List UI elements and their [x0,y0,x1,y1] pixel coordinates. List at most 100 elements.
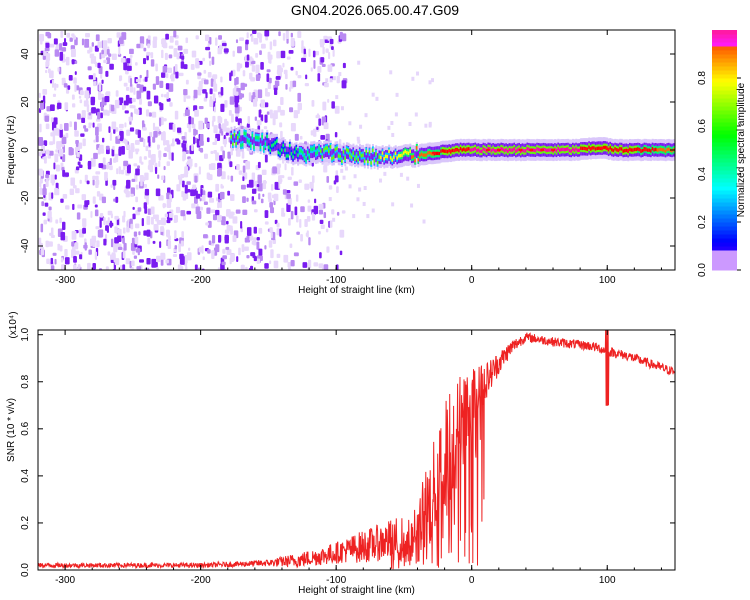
heatmap-cell [259,50,262,56]
heatmap-cell [83,125,87,129]
heatmap-cell [146,69,149,79]
heatmap-cell [299,135,303,140]
heatmap-cell [318,231,321,235]
heatmap-cell [161,72,166,78]
heatmap-cell [288,49,294,54]
heatmap-cell [270,207,275,214]
heatmap-cell [287,262,291,268]
heatmap-cell [410,155,413,159]
heatmap-cell [230,135,233,139]
heatmap-cell [257,176,261,180]
heatmap-cell [287,197,292,205]
heatmap-cell [286,193,291,199]
heatmap-cell [323,264,329,270]
heatmap-cell [251,133,254,138]
heatmap-cell [242,209,248,215]
heatmap-cell [294,133,299,141]
heatmap-cell [289,143,292,148]
heatmap-cell [73,60,78,64]
heatmap-cell [164,52,168,61]
heatmap-cell [142,127,147,131]
heatmap-cell [315,151,318,156]
heatmap-cell [92,179,95,186]
heatmap-cell [43,183,46,192]
heatmap-cell [297,31,302,39]
heatmap-cell [274,219,278,225]
heatmap-cell [409,149,412,153]
heatmap-cell [209,198,214,203]
heatmap-cell [161,175,165,181]
heatmap-cell [64,102,69,111]
heatmap-cell [139,36,145,45]
heatmap-cell [203,234,208,239]
heatmap-cell [123,189,127,193]
snr-x-tick-label: -200 [191,575,211,586]
heatmap-cell [78,142,83,149]
heatmap-cell [180,210,186,217]
heatmap-cell [42,55,46,60]
heatmap-cell [245,266,248,270]
heatmap-cell [280,50,286,59]
heatmap-cell [284,73,288,80]
snr-x-axis-label: Height of straight line (km) [298,585,415,596]
heatmap-cell [99,144,104,152]
heatmap-cell [210,209,216,214]
heatmap-cell [217,202,220,209]
heatmap-cell [147,208,152,215]
heatmap-cell [166,229,170,237]
heatmap-cell [185,79,189,85]
heatmap-cell [229,257,232,265]
snr-y-scale-note: (x10⁴) [8,311,19,338]
heatmap-cell [299,219,302,228]
heatmap-cell [328,149,331,153]
heatmap-cell [598,146,601,150]
heatmap-cell [184,109,190,116]
colorbar-segment [712,46,737,51]
heatmap-cell [93,73,96,81]
heatmap-cell [335,245,340,250]
heatmap-cell [152,240,156,244]
heatmap-cell [428,150,431,155]
heatmap-cell [322,101,327,111]
heatmap-cell [131,266,134,270]
heatmap-cell [339,31,343,40]
heatmap-cell [266,73,270,83]
heatmap-cell [264,30,270,37]
heatmap-cell [113,243,118,253]
heatmap-cell [174,110,179,120]
heatmap-cell [114,153,119,163]
heatmap-cell [459,146,462,151]
heatmap-cell [362,153,365,157]
heatmap-cell [146,229,151,237]
heatmap-cell [402,151,405,155]
heatmap-cell [212,74,218,80]
heatmap-cell [54,49,60,57]
heatmap-cell [256,236,260,241]
heatmap-cell [355,154,358,158]
heatmap-cell [124,110,129,114]
heatmap-cell [136,43,141,49]
heatmap-cell [232,69,236,77]
heatmap-cell [303,48,306,55]
heatmap-cell [181,142,187,148]
heatmap-cell [280,97,284,106]
heatmap-cell [130,143,135,149]
heatmap-cell [246,254,250,259]
heatmap-cell [338,72,342,77]
heatmap-cell [295,146,298,151]
heatmap-cell [138,231,141,236]
heatmap-cell [138,78,142,83]
heatmap-cell [217,199,221,203]
heatmap-cell [248,92,252,101]
heatmap-cell [134,236,139,245]
heatmap-cell [306,150,309,155]
heatmap-cell [333,180,337,185]
heatmap-cell [158,153,161,161]
heatmap-cell [256,183,260,188]
heatmap-cell [145,145,149,152]
snr-x-tick-label: 100 [599,575,616,586]
heatmap-cell [319,149,322,153]
heatmap-cell [599,146,604,150]
heatmap-cell [399,172,403,177]
heatmap-cell [583,147,588,151]
